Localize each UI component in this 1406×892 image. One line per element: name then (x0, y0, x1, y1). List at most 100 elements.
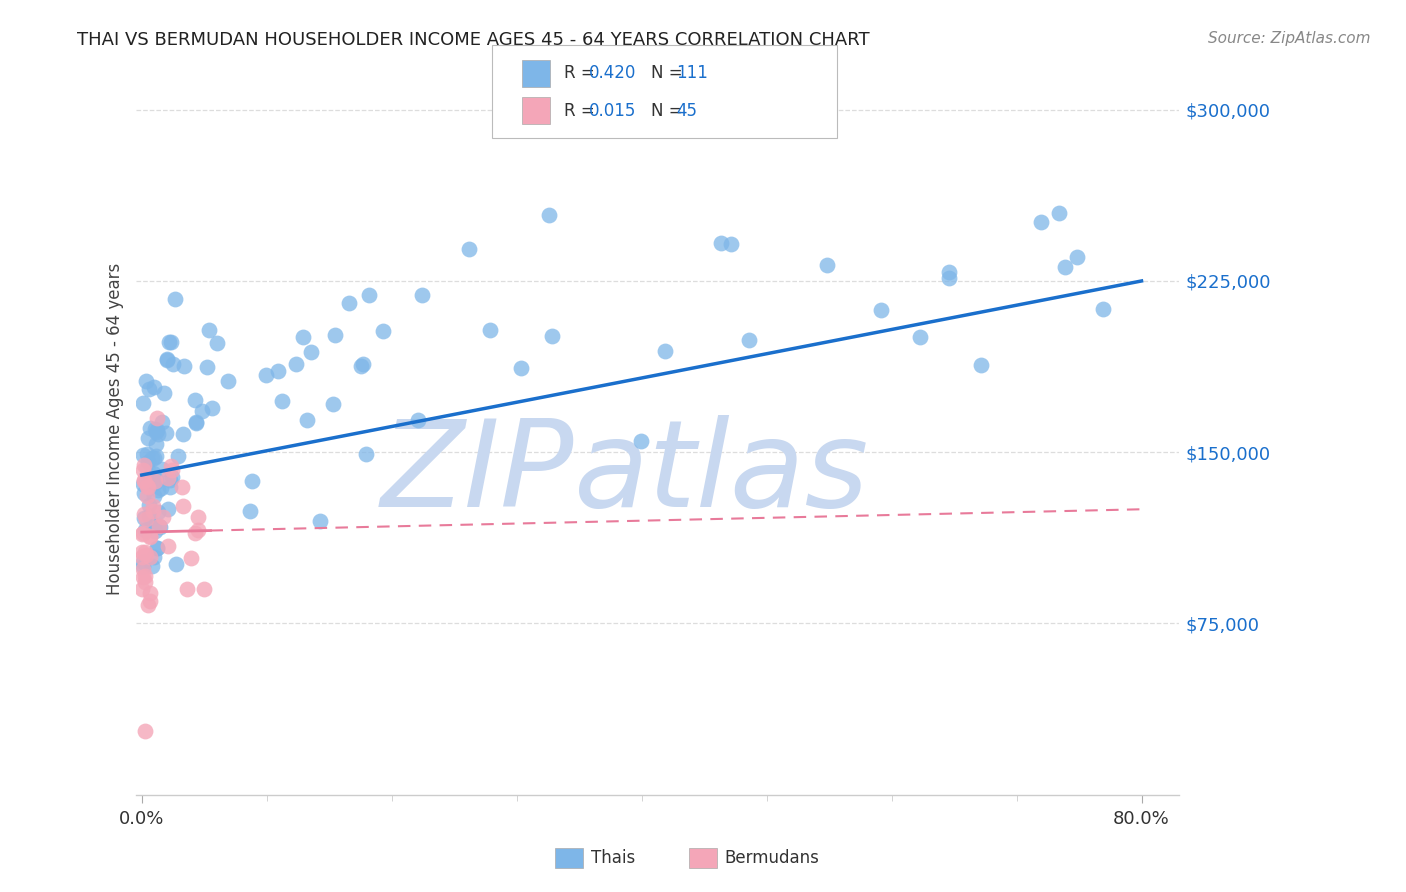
Point (132, 473, 155, 487)
Point (187, 510, 209, 524)
Point (146, 541, 169, 556)
Point (132, 562, 155, 576)
Y-axis label: Householder Income Ages 45 - 64 years: Householder Income Ages 45 - 64 years (107, 263, 124, 596)
Text: N =: N = (651, 64, 688, 82)
Point (152, 510, 174, 524)
Point (299, 344, 322, 359)
Point (136, 480, 159, 494)
Point (239, 504, 262, 518)
Point (1029, 215, 1052, 229)
Text: R =: R = (564, 64, 600, 82)
Point (359, 288, 381, 302)
Point (132, 555, 155, 569)
Point (309, 514, 332, 528)
Point (155, 426, 177, 441)
Point (138, 499, 160, 513)
Point (160, 458, 183, 473)
Point (132, 569, 155, 583)
Point (457, 242, 479, 256)
Point (145, 425, 167, 439)
Point (143, 422, 166, 436)
Point (135, 549, 157, 563)
Point (350, 359, 373, 374)
Point (356, 447, 378, 461)
Point (134, 569, 156, 583)
Point (157, 470, 180, 484)
Point (162, 463, 184, 477)
Point (148, 427, 170, 442)
Point (141, 517, 163, 532)
Point (720, 236, 742, 251)
Point (148, 518, 170, 533)
Point (172, 427, 194, 442)
Text: Source: ZipAtlas.com: Source: ZipAtlas.com (1208, 31, 1371, 46)
Point (143, 451, 166, 466)
Point (141, 450, 163, 465)
Point (184, 526, 207, 541)
Point (869, 302, 891, 317)
Point (406, 413, 429, 427)
Point (630, 434, 652, 448)
Point (134, 524, 156, 538)
Point (271, 393, 294, 408)
Point (146, 541, 169, 555)
Point (132, 474, 155, 488)
Point (510, 360, 533, 375)
Text: N =: N = (651, 102, 688, 120)
Point (201, 401, 224, 415)
Point (143, 489, 166, 503)
Point (134, 723, 156, 738)
Point (337, 296, 360, 310)
Point (139, 421, 162, 435)
Point (156, 353, 179, 368)
Point (322, 397, 344, 411)
Point (479, 323, 502, 337)
Point (159, 480, 181, 494)
Point (142, 549, 165, 564)
Point (295, 413, 318, 427)
Point (176, 582, 198, 597)
Point (139, 530, 162, 544)
Point (353, 357, 375, 371)
Point (146, 411, 169, 425)
Point (139, 468, 162, 483)
Text: Thais: Thais (591, 849, 634, 867)
Point (217, 374, 239, 388)
Point (142, 380, 165, 394)
Point (411, 288, 433, 302)
Point (146, 423, 169, 437)
Point (131, 545, 153, 559)
Point (738, 333, 761, 347)
Point (134, 575, 156, 590)
Point (938, 271, 960, 285)
Point (710, 236, 733, 251)
Point (136, 489, 159, 503)
Point (142, 503, 165, 517)
Point (135, 374, 157, 388)
Point (540, 328, 562, 343)
Point (145, 437, 167, 451)
Point (131, 582, 153, 596)
Point (135, 447, 157, 461)
Point (1054, 260, 1077, 275)
Point (156, 539, 179, 553)
Text: 0.420: 0.420 (589, 64, 637, 82)
Point (136, 460, 159, 475)
Point (180, 550, 202, 565)
Point (138, 550, 160, 565)
Point (132, 458, 155, 473)
Point (165, 557, 187, 571)
Point (132, 477, 155, 491)
Point (167, 449, 190, 463)
Point (173, 359, 195, 374)
Text: Bermudans: Bermudans (724, 849, 818, 867)
Point (143, 474, 166, 488)
Point (254, 368, 277, 382)
Point (138, 509, 160, 524)
Point (654, 344, 676, 359)
Text: 111: 111 (676, 64, 709, 82)
Point (815, 258, 838, 272)
Point (195, 360, 218, 375)
Point (240, 474, 263, 488)
Text: THAI VS BERMUDAN HOUSEHOLDER INCOME AGES 45 - 64 YEARS CORRELATION CHART: THAI VS BERMUDAN HOUSEHOLDER INCOME AGES… (77, 31, 870, 49)
